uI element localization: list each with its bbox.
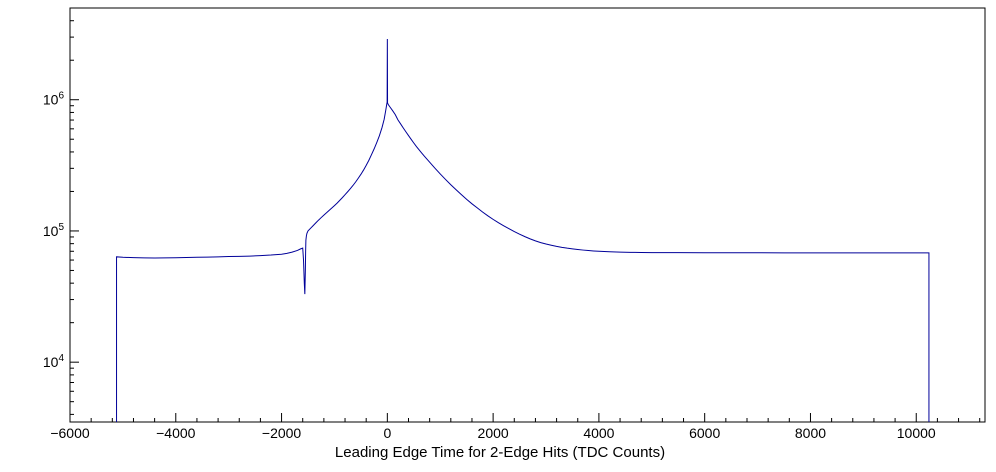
plot-frame: [69, 7, 986, 423]
x-tick-label: −2000: [262, 425, 302, 441]
y-tick-label: 104: [43, 353, 65, 370]
x-tick-label: 10000: [897, 425, 936, 441]
x-tick-label: 8000: [795, 425, 826, 441]
histogram-line: [116, 39, 930, 422]
y-tick-label: 106: [43, 91, 65, 108]
x-tick-label: 4000: [583, 425, 614, 441]
x-tick-label: −4000: [156, 425, 196, 441]
y-axis-ticks: 104 105 106: [43, 20, 79, 415]
x-tick-label: 0: [383, 425, 391, 441]
x-axis-ticks: −6000 −4000 −2000 0 2000 4000 6000 8000 10000: [50, 413, 981, 441]
x-tick-label: −6000: [50, 425, 90, 441]
x-tick-label: 6000: [689, 425, 720, 441]
x-axis-title: Leading Edge Time for 2-Edge Hits (TDC C…: [334, 444, 666, 461]
y-tick-label: 105: [43, 222, 65, 239]
x-tick-label: 2000: [478, 425, 509, 441]
